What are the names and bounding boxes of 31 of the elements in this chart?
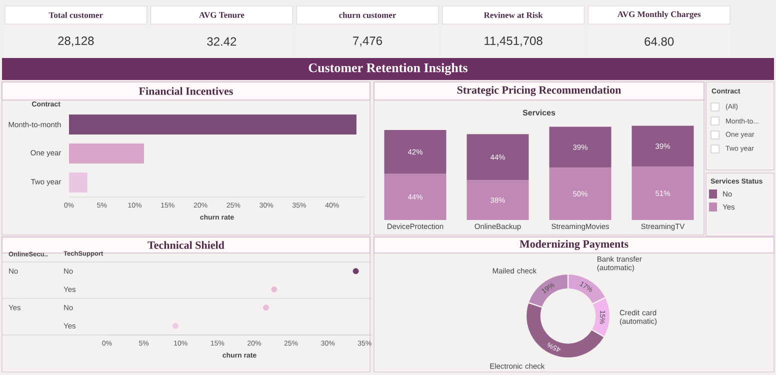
text: 11,451,708: [484, 36, 542, 46]
chart-title: Technical Shield: [148, 241, 224, 249]
bar: [69, 114, 356, 134]
chart-title: Strategic Pricing Recommendation: [457, 86, 622, 96]
category-label: churn customer: [339, 12, 396, 18]
point: [263, 304, 269, 311]
bar: [69, 172, 88, 192]
category-label: Total customer: [48, 12, 103, 18]
point: [172, 322, 178, 329]
bar: [466, 180, 529, 220]
bar: [632, 166, 694, 220]
bar: [384, 130, 446, 174]
text: 32.42: [207, 37, 236, 46]
chart-title: Modernizing Payments: [520, 240, 628, 250]
category-label: AVG Tenure: [199, 12, 244, 18]
bar: [549, 168, 612, 220]
x-axis-title: Services: [522, 110, 556, 116]
bar: [384, 174, 446, 220]
text: Customer Retention Insights: [308, 63, 468, 75]
chart-title: Financial Incentives: [138, 87, 233, 95]
category-label: AVG Monthly Charges: [617, 11, 701, 19]
text: 28,128: [58, 36, 94, 46]
point: [271, 286, 278, 292]
category-label: Revinew at Risk: [484, 12, 543, 18]
bar: [466, 134, 529, 180]
bar: [632, 126, 694, 167]
bar: [549, 126, 612, 168]
text: 64.80: [644, 37, 674, 46]
point: [352, 268, 359, 274]
text: 7,476: [353, 36, 382, 46]
bar: [69, 144, 144, 164]
